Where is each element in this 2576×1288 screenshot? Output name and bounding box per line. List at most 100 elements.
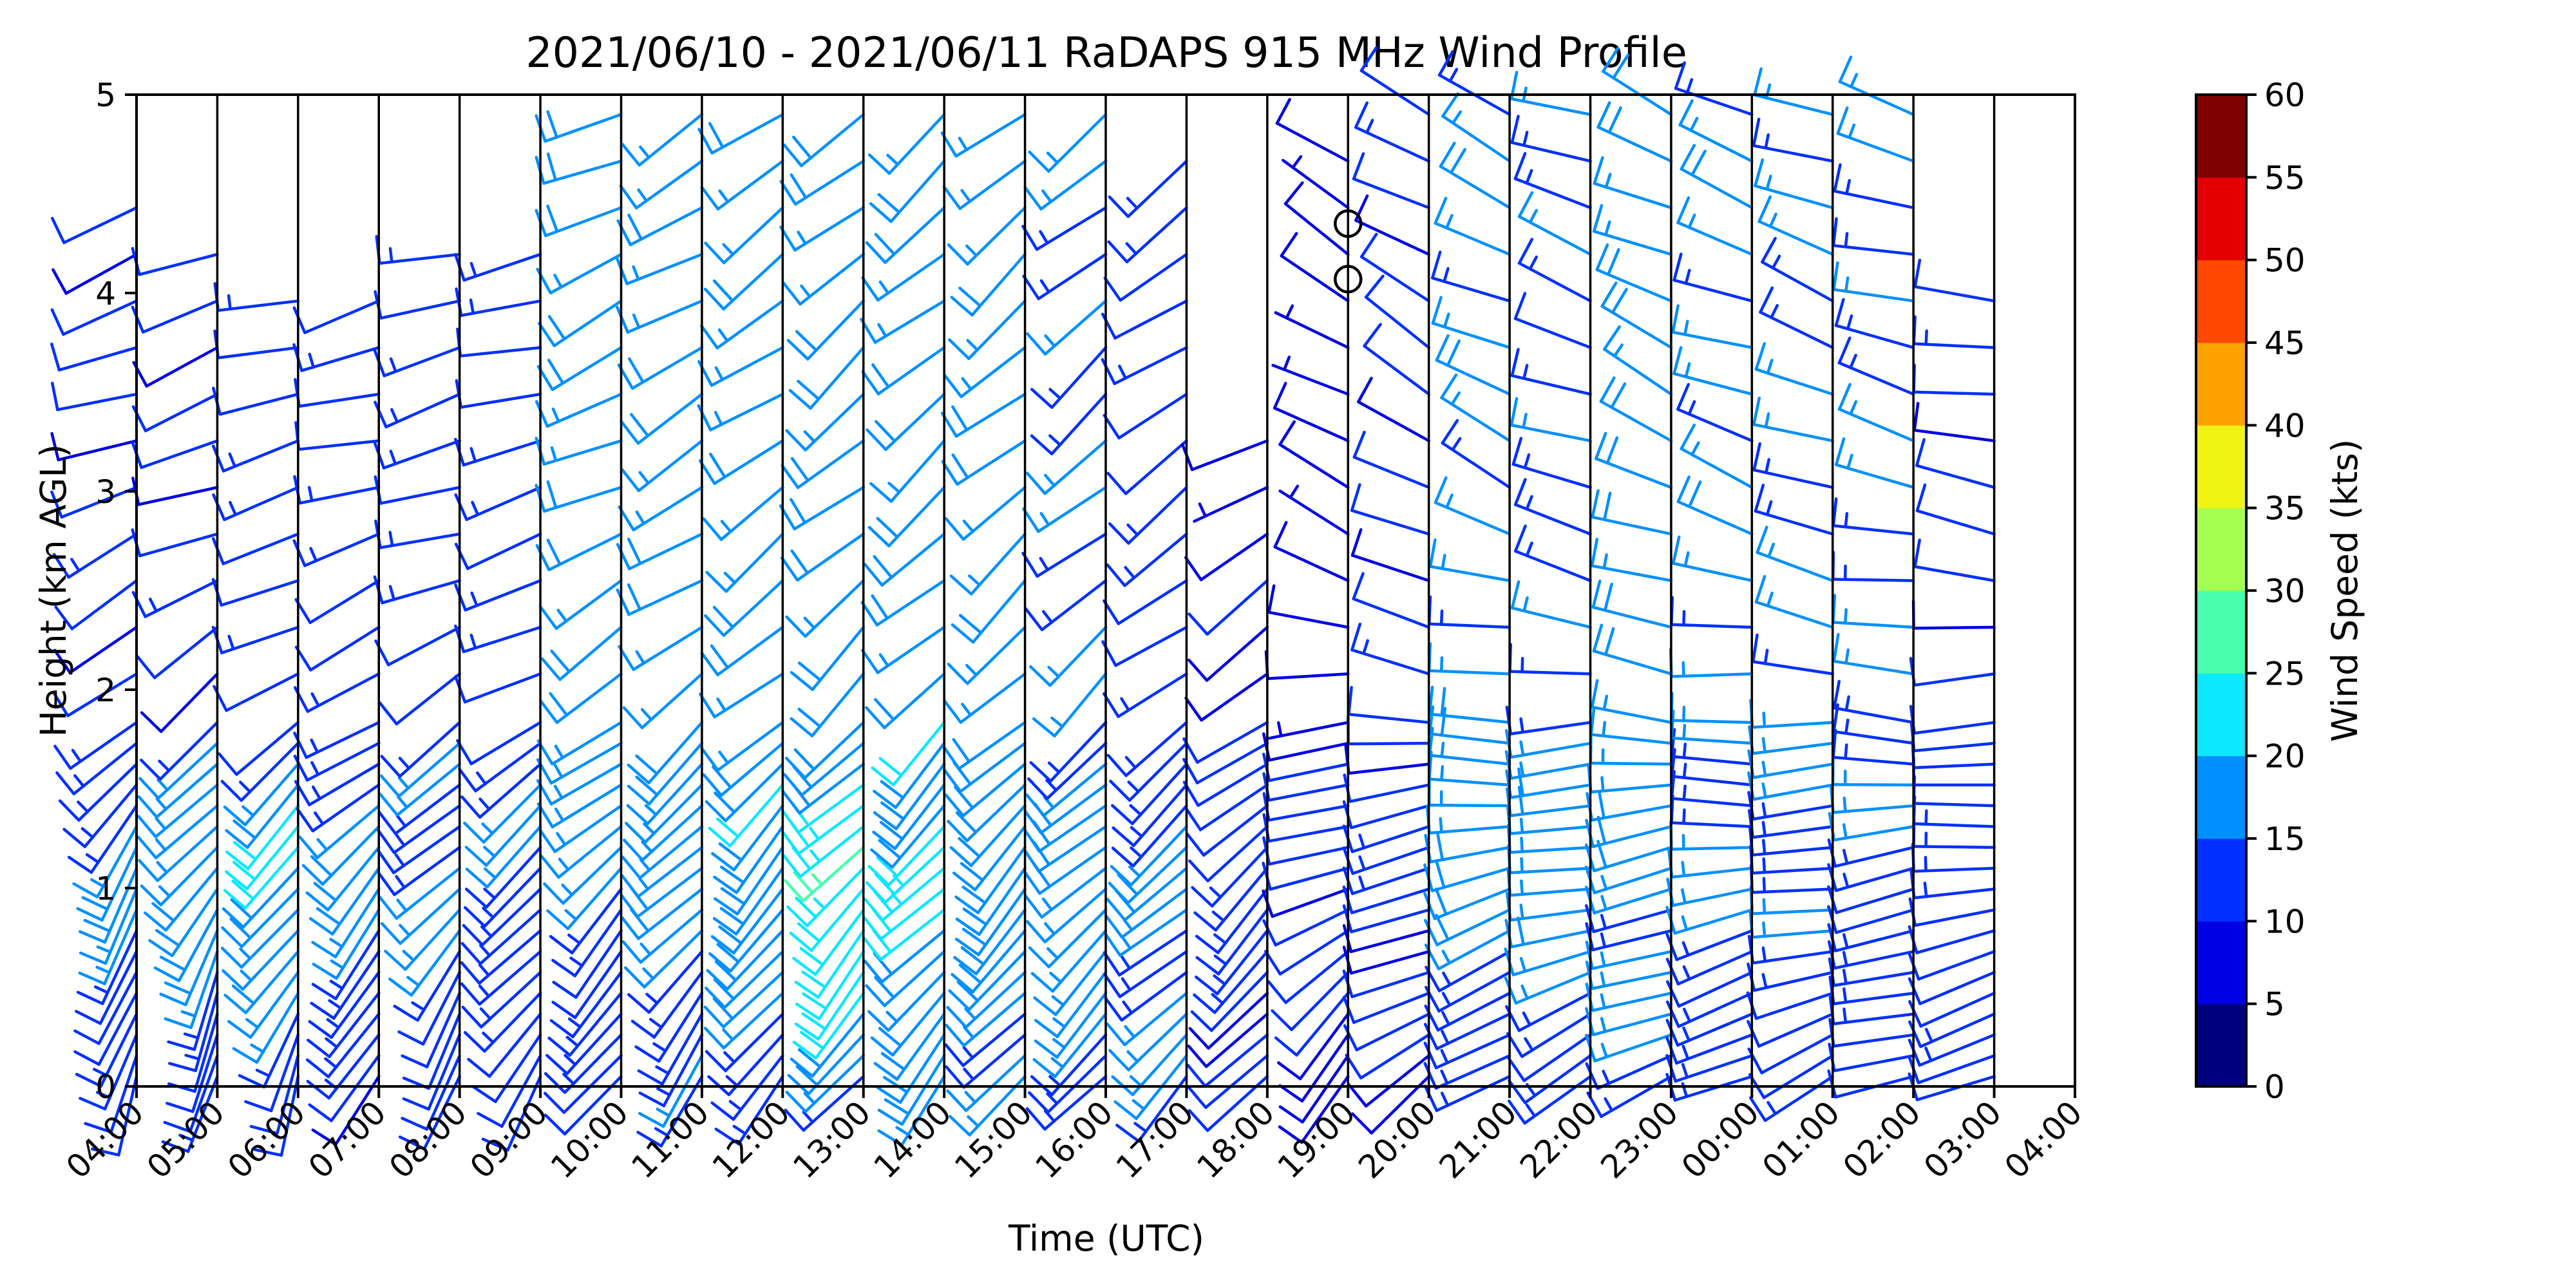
barb-full bbox=[1026, 332, 1047, 356]
wind-barb-13-29 bbox=[1108, 159, 1188, 218]
barb-half bbox=[1844, 276, 1850, 293]
barb-full bbox=[1106, 1022, 1126, 1046]
barb-full bbox=[144, 911, 167, 932]
y-tick-label: 0 bbox=[95, 1068, 116, 1106]
barb-half bbox=[722, 1028, 734, 1041]
wind-barb-7-13 bbox=[623, 804, 704, 862]
barb-full bbox=[75, 1072, 102, 1088]
barb-staff bbox=[1350, 908, 1430, 934]
barb-full bbox=[538, 605, 558, 630]
barb-half bbox=[1049, 971, 1063, 984]
barb-full bbox=[1915, 483, 1927, 513]
barb-full bbox=[552, 980, 578, 999]
wind-barb-16-3 bbox=[1343, 1012, 1430, 1052]
barb-half bbox=[1043, 922, 1056, 936]
barb-full bbox=[232, 1046, 259, 1064]
wind-barb-6-2 bbox=[544, 1033, 623, 1094]
barb-full bbox=[1195, 975, 1219, 996]
barb-staff bbox=[463, 672, 542, 704]
wind-barb-0-13 bbox=[67, 804, 138, 874]
barb-half bbox=[639, 942, 652, 956]
wind-barb-11-13 bbox=[949, 804, 1027, 867]
wind-barb-13-25 bbox=[1101, 346, 1188, 386]
barb-full bbox=[1513, 292, 1527, 320]
barb-half bbox=[1522, 412, 1528, 430]
wind-barb-14-4 bbox=[1188, 991, 1269, 1050]
wind-barb-16-29 bbox=[1354, 101, 1430, 163]
barb-full bbox=[875, 420, 896, 443]
barb-half bbox=[1048, 434, 1062, 446]
barb-staff bbox=[1917, 1054, 1996, 1084]
barb-full bbox=[619, 184, 638, 210]
wind-barb-19-18 bbox=[1592, 623, 1673, 676]
barb-half bbox=[1600, 993, 1606, 1010]
wind-barb-20-27 bbox=[1676, 196, 1754, 256]
barb-half bbox=[229, 500, 237, 516]
wind-barb-12-29 bbox=[1023, 159, 1108, 211]
wind-barb-10-23 bbox=[869, 439, 946, 503]
barb-full bbox=[232, 840, 258, 861]
barb-full bbox=[876, 856, 899, 878]
barb-half bbox=[1682, 808, 1686, 825]
wind-barb-20-14 bbox=[1670, 748, 1754, 787]
wind-barb-9-19 bbox=[790, 625, 865, 692]
barb-staff bbox=[1835, 887, 1915, 914]
barb-half bbox=[1133, 1122, 1148, 1133]
wind-barb-11-8 bbox=[953, 908, 1027, 976]
barb-full bbox=[78, 971, 106, 985]
barb-half bbox=[1129, 804, 1142, 817]
barb-staff bbox=[1124, 439, 1188, 495]
barb-full bbox=[1428, 685, 1434, 715]
wind-barb-7-6 bbox=[627, 950, 704, 1014]
wind-barb-14-10 bbox=[1193, 866, 1269, 932]
barb-half bbox=[1048, 388, 1062, 400]
barb-full bbox=[951, 623, 975, 644]
barb-full bbox=[547, 358, 565, 385]
wind-barb-10-30 bbox=[867, 113, 946, 175]
barb-staff bbox=[1204, 1054, 1269, 1109]
barb-half bbox=[314, 811, 325, 826]
barb-half bbox=[1768, 213, 1777, 228]
barb-half bbox=[1523, 453, 1531, 469]
barb-full bbox=[1759, 286, 1774, 314]
barb-staff bbox=[1278, 929, 1350, 976]
wind-barb-7-21 bbox=[616, 532, 704, 571]
barb-full bbox=[460, 795, 482, 819]
barb-half bbox=[1602, 553, 1608, 570]
barb-full bbox=[50, 342, 61, 372]
wind-barb-16-28 bbox=[1352, 152, 1430, 209]
barb-full bbox=[1836, 106, 1849, 135]
wind-barb-13-14 bbox=[1112, 783, 1188, 848]
barb-full bbox=[1680, 423, 1696, 451]
barb-half bbox=[1600, 1043, 1608, 1059]
wind-barb-1-1 bbox=[163, 1054, 219, 1133]
barb-full bbox=[942, 185, 961, 211]
barb-half bbox=[240, 969, 253, 982]
barb-half bbox=[1842, 987, 1848, 1004]
barb-half bbox=[1761, 946, 1767, 963]
wind-barb-13-7 bbox=[1103, 929, 1188, 977]
wind-barb-23-26 bbox=[1913, 258, 1996, 303]
barb-full bbox=[305, 891, 330, 912]
barb-full bbox=[797, 661, 822, 682]
barb-full bbox=[1440, 373, 1458, 399]
barb-full bbox=[712, 279, 734, 303]
barb-staff bbox=[1913, 428, 1996, 442]
wind-barb-15-29 bbox=[1275, 98, 1350, 163]
barb-staff bbox=[70, 579, 138, 630]
wind-barb-5-6 bbox=[460, 950, 542, 1006]
barb-half bbox=[1600, 951, 1606, 968]
barb-full bbox=[1751, 633, 1759, 663]
wind-barb-0-15 bbox=[58, 762, 138, 822]
colorbar-tick-label: 25 bbox=[2264, 655, 2306, 692]
barb-half bbox=[395, 875, 406, 889]
barb-half bbox=[1120, 697, 1130, 712]
barb-half bbox=[1850, 73, 1859, 88]
wind-barb-21-0 bbox=[1748, 1075, 1834, 1122]
barb-half bbox=[1525, 1103, 1537, 1118]
barb-half bbox=[1358, 855, 1366, 871]
wind-barb-9-2 bbox=[787, 1033, 865, 1095]
barb-half bbox=[148, 597, 158, 613]
wind-barb-7-1 bbox=[638, 1054, 704, 1128]
barb-full bbox=[464, 846, 488, 867]
